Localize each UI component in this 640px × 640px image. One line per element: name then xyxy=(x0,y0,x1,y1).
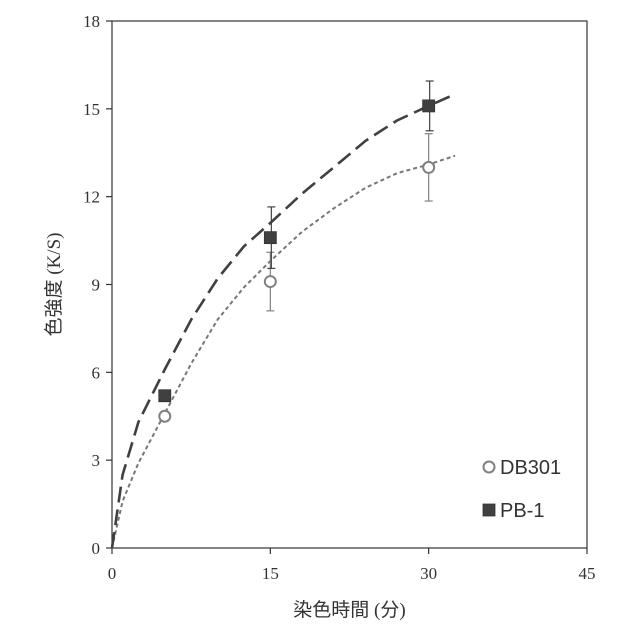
legend-label-db301: DB301 xyxy=(500,457,561,479)
data-point-open-circle xyxy=(265,276,276,287)
y-tick-label: 3 xyxy=(92,451,101,470)
y-tick-label: 9 xyxy=(92,276,101,295)
y-axis-title: 色強度 (K/S) xyxy=(43,233,65,337)
legend-label-pb-1: PB-1 xyxy=(500,500,544,522)
legend-marker-open-circle-icon xyxy=(484,462,495,473)
y-tick-label: 15 xyxy=(83,100,100,119)
data-point-filled-square xyxy=(423,100,435,112)
legend-marker-filled-square-icon xyxy=(483,504,495,516)
legend-marker-shape xyxy=(484,462,495,473)
y-tick-label: 18 xyxy=(83,12,100,31)
legend-marker-shape xyxy=(483,504,495,516)
x-tick-label: 45 xyxy=(579,564,596,583)
data-point-filled-square xyxy=(159,390,171,402)
y-tick-label: 0 xyxy=(92,539,101,558)
x-tick-label: 30 xyxy=(420,564,437,583)
data-point-open-circle xyxy=(423,162,434,173)
x-axis-title: 染色時間 (分) xyxy=(293,599,405,621)
x-tick-label: 15 xyxy=(262,564,279,583)
data-point-open-circle xyxy=(159,411,170,422)
y-tick-label: 12 xyxy=(83,188,100,207)
x-tick-label: 0 xyxy=(108,564,117,583)
data-point-filled-square xyxy=(264,232,276,244)
y-tick-label: 6 xyxy=(92,363,101,382)
